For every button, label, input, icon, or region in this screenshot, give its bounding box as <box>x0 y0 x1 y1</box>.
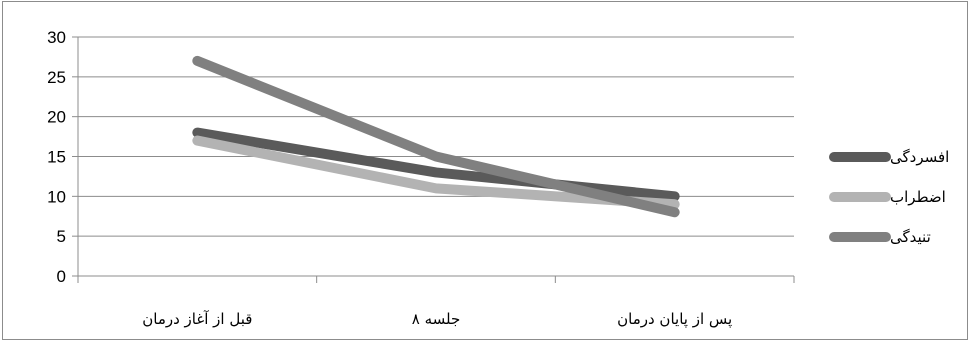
series-line-1 <box>192 127 680 202</box>
legend: افسردگی اضطراب تنیدگی <box>829 148 949 246</box>
legend-label: افسردگی <box>890 148 949 166</box>
x-tick-label: جلسه ۸ <box>412 310 461 328</box>
y-tick-label: 15 <box>47 148 66 167</box>
y-tick-label: 30 <box>47 28 66 47</box>
y-tick-label: 0 <box>57 267 66 286</box>
series-line-3 <box>192 55 680 218</box>
y-tick-label: 20 <box>47 108 66 127</box>
x-tick-labels: قبل از آغاز درمان جلسه ۸ پس از پایان درمان <box>142 310 732 329</box>
series-line-2 <box>192 135 680 210</box>
legend-label: تنیدگی <box>890 228 931 246</box>
series-lines <box>192 55 680 218</box>
legend-label: اضطراب <box>890 188 946 206</box>
y-tick-label: 10 <box>47 187 66 206</box>
y-tick-label: 5 <box>57 227 66 246</box>
y-tick-label: 25 <box>47 68 66 87</box>
x-tick-label: قبل از آغاز درمان <box>142 310 252 328</box>
axes <box>72 36 795 283</box>
y-tick-labels: 0 5 10 15 20 25 30 <box>47 28 66 286</box>
gridlines <box>78 36 794 237</box>
x-tick-label: پس از پایان درمان <box>617 310 732 329</box>
